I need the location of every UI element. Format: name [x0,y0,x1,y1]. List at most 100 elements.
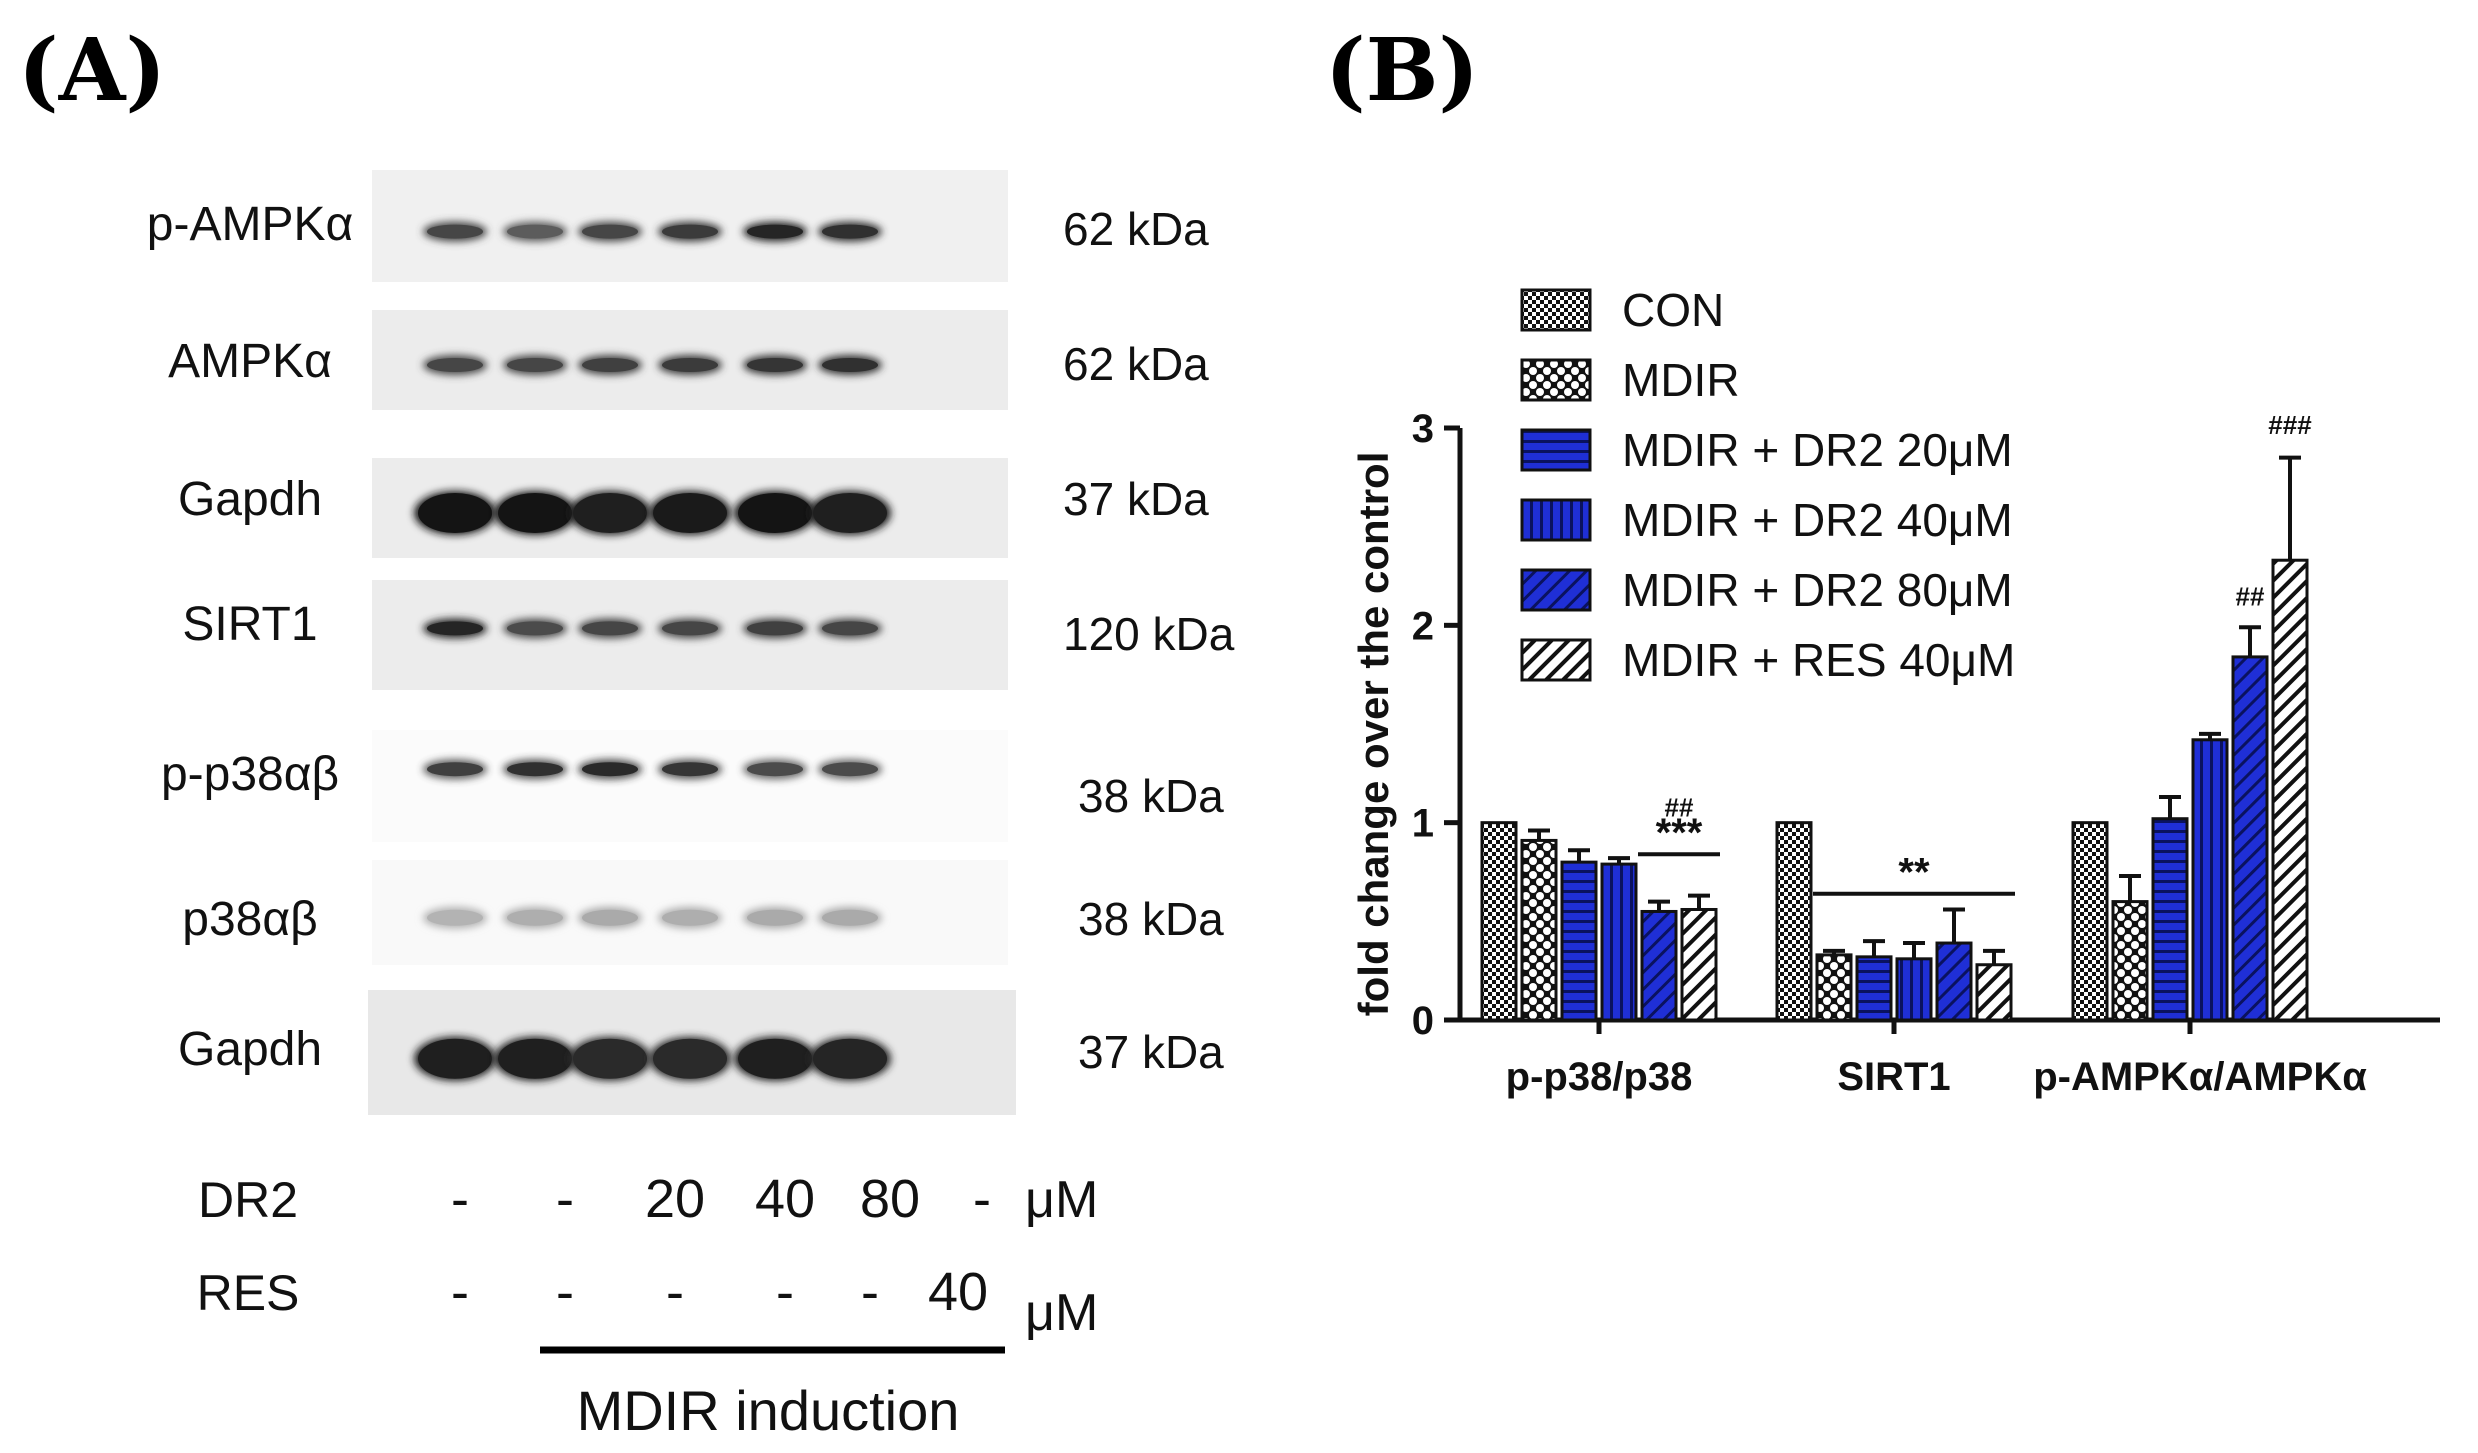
bar [1975,963,2013,1022]
treatment-value: - [861,1262,879,1322]
legend-swatch [1520,638,1592,682]
treatment-unit: μM [1025,1284,1098,1342]
bar [1895,957,1933,1022]
blot-band-core [582,358,638,372]
y-tick-label: 0 [1412,999,1434,1043]
blot-band-core [427,358,483,372]
bar [1935,941,1973,1022]
blot-band-core [507,621,563,636]
bar [1815,953,1853,1022]
blot-band-core [507,909,563,926]
treatment-value: - [451,1262,469,1322]
blot-band-core [507,358,563,372]
bar [2111,900,2149,1022]
blot-row: p-p38αβ 38 kDa [161,730,1224,842]
legend-swatch [1520,498,1592,542]
kda-label: 37 kDa [1078,1026,1224,1078]
bar [2151,817,2189,1022]
legend-item: MDIR + DR2 80μM [1520,564,2013,616]
bar [1520,838,1558,1022]
bar [1855,955,1893,1022]
blot-row: p-AMPKα 62 kDa [147,170,1209,282]
blot-band-core [662,224,718,239]
legend-swatch [1520,288,1592,332]
protein-label: p38αβ [182,893,317,946]
blot-band-core [747,909,803,926]
blot-band-core [662,762,718,777]
panel-a-label: (A) [18,20,166,121]
blot-band-core [498,1038,572,1079]
y-axis-label: fold change over the control [1350,452,1397,1017]
induction-label: MDIR induction [577,1379,960,1442]
bar [2271,558,2309,1022]
blot-band-core [427,762,483,777]
blot-band-core [822,909,878,926]
legend-item: MDIR + RES 40μM [1520,634,2015,686]
treatment-value: - [556,1169,574,1229]
blot-band-core [747,358,803,372]
blot-band-core [822,762,878,777]
blot-row: SIRT1 120 kDa [182,580,1235,690]
kda-label: 62 kDa [1063,203,1209,255]
blot-band-core [653,1038,727,1079]
bar [1640,909,1678,1022]
treatment-value: - [451,1169,469,1229]
treatment-row: DR2- -20 40 80- μM [198,1169,1098,1229]
treatment-value: - [666,1262,684,1322]
blot-band-core [747,224,803,239]
x-category-label: SIRT1 [1837,1055,1950,1099]
treatment-value: - [556,1262,574,1322]
legend-label: CON [1622,284,1724,336]
bar [1600,862,1638,1022]
blot-band-core [822,224,878,239]
bar [2191,738,2229,1022]
blot-band-core [813,493,887,533]
blot-band-core [653,493,727,533]
treatment-row: RES - - - - -40 μM [197,1262,1099,1342]
treatment-name: DR2 [198,1172,298,1228]
legend-swatch [1520,568,1592,612]
blot-band-core [418,1038,492,1079]
bar [1560,860,1598,1022]
blot-band-core [582,224,638,239]
significance-marker: *** [1656,811,1703,855]
blot-band-core [427,621,483,636]
legend-item: MDIR + DR2 40μM [1520,494,2013,546]
kda-label: 37 kDa [1063,473,1209,525]
treatment-name: RES [197,1265,300,1321]
bar-chart: 0 1 2 3 fold change over the control p-p38/p3… [1350,284,2440,1099]
blot-row: AMPKα 62 kDa [168,310,1209,410]
blot-band-core [418,493,492,533]
blot-row: Gapdh 37 kDa [178,990,1224,1115]
legend-label: MDIR + DR2 20μM [1622,424,2013,476]
legend-swatch [1520,358,1592,402]
bar [2071,821,2109,1022]
protein-label: Gapdh [178,473,322,526]
treatment-value: 80 [860,1169,920,1229]
treatment-unit: μM [1025,1171,1098,1229]
kda-label: 120 kDa [1063,608,1235,660]
blot-band-core [507,762,563,777]
legend-label: MDIR + DR2 80μM [1622,564,2013,616]
legend-label: MDIR [1622,354,1740,406]
legend-label: MDIR + RES 40μM [1622,634,2015,686]
legend-item: MDIR [1520,354,1740,406]
treatment-value: 40 [928,1262,988,1322]
treatment-value: 40 [755,1169,815,1229]
kda-label: 38 kDa [1078,770,1224,822]
significance-marker: ## [1665,793,1694,823]
blot-band-core [662,909,718,926]
bar [2231,655,2269,1022]
x-category-label: p-p38/p38 [1506,1055,1693,1099]
blot-band-core [822,358,878,372]
y-tick-label: 2 [1412,604,1434,648]
blot-band-core [822,621,878,636]
blot-band-core [507,224,563,239]
blot-band-core [738,1038,812,1079]
blot-band-core [738,493,812,533]
blot-band-core [427,909,483,926]
kda-label: 62 kDa [1063,338,1209,390]
blot-band-core [573,493,647,533]
